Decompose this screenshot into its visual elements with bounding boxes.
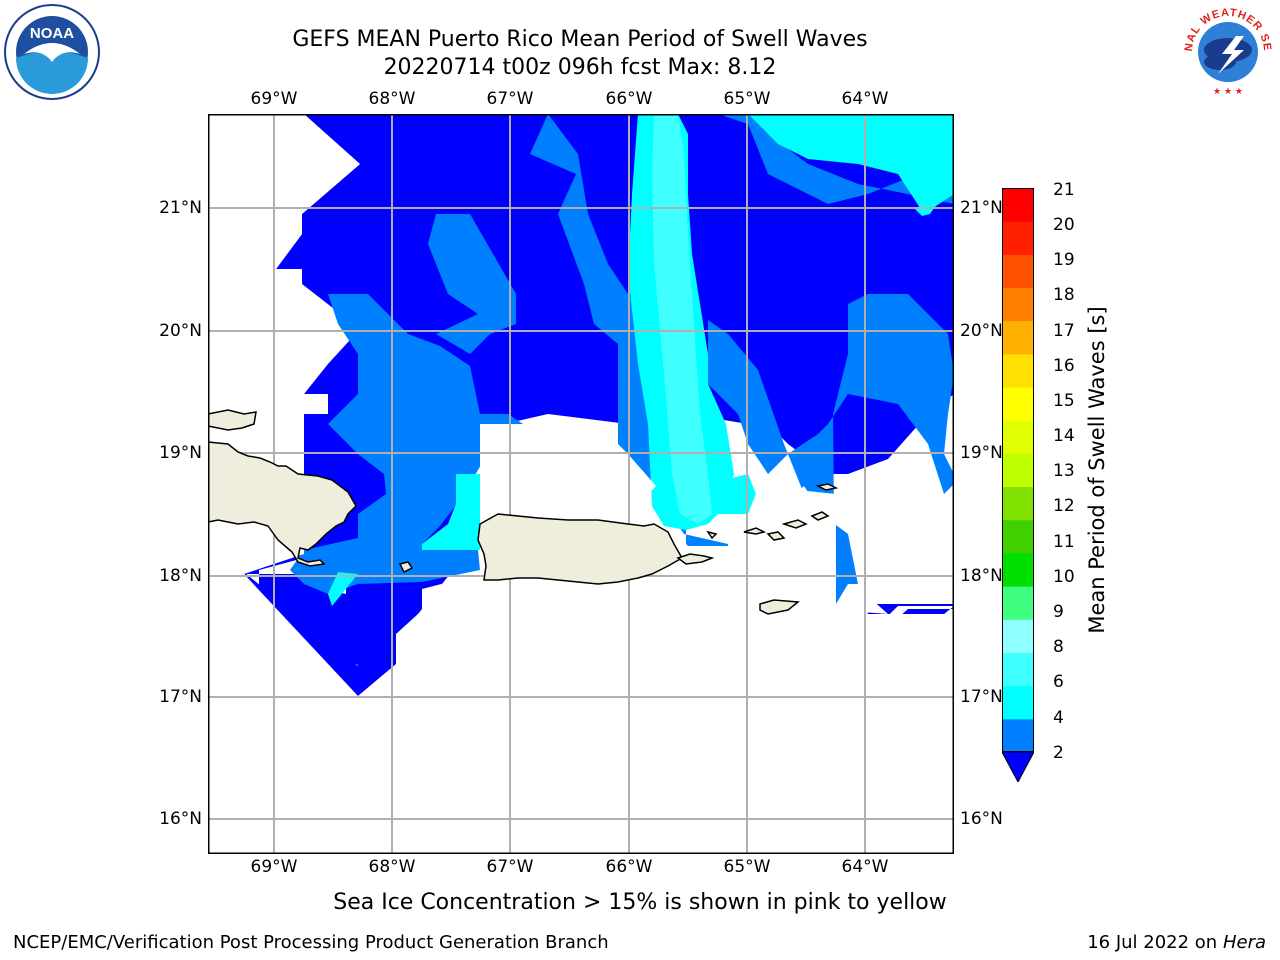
- colorbar-tick: 14: [1053, 426, 1075, 446]
- swell-contour-8s: [652, 114, 712, 524]
- st-thomas-island: [743, 527, 767, 535]
- lon-label-bottom: 64°W: [841, 857, 889, 877]
- lat-label-left: 18°N: [159, 566, 202, 586]
- land-masses: [208, 409, 839, 615]
- virgin-gorda-island: [810, 511, 830, 521]
- anegada-island: [815, 483, 839, 491]
- colorbar-tick: 21: [1053, 180, 1075, 200]
- map-plot-area: [208, 114, 954, 854]
- colorbar-tick: 10: [1053, 567, 1075, 587]
- colorbar-tick: 15: [1053, 391, 1075, 411]
- colorbar-segment: [1002, 519, 1034, 554]
- lon-label-top: 69°W: [250, 89, 298, 109]
- nws-logo-icon: NATIONAL WEATHER SERVICE ★ ★ ★: [1178, 0, 1275, 97]
- noaa-logo-icon: NOAA: [4, 4, 100, 100]
- colorbar-segment: [1002, 420, 1034, 454]
- lon-label-bottom: 65°W: [723, 857, 771, 877]
- run-date: 16 Jul 2022 on Hera: [1087, 932, 1266, 953]
- lat-label-left: 21°N: [159, 198, 202, 218]
- lat-label-right: 20°N: [960, 321, 1003, 341]
- colorbar-tick: 13: [1053, 461, 1075, 481]
- colorbar-segment: [1002, 685, 1034, 720]
- lon-label-top: 64°W: [841, 89, 889, 109]
- st-john-island: [766, 531, 786, 541]
- colorbar-tick: 20: [1053, 215, 1075, 235]
- mona-island: [398, 561, 414, 574]
- colorbar-segment: [1002, 486, 1034, 521]
- colorbar-tick: 17: [1053, 321, 1075, 341]
- tortola-island: [781, 519, 808, 529]
- colorbar-tick: 16: [1053, 356, 1075, 376]
- lat-label-right: 21°N: [960, 198, 1003, 218]
- lon-label-bottom: 66°W: [605, 857, 653, 877]
- lon-label-top: 65°W: [723, 89, 771, 109]
- colorbar-tick: 18: [1053, 285, 1075, 305]
- lat-label-left: 16°N: [159, 809, 202, 829]
- tortuga-island: [208, 409, 257, 431]
- lon-label-bottom: 69°W: [250, 857, 298, 877]
- sea-ice-note: Sea Ice Concentration > 15% is shown in …: [333, 890, 947, 915]
- run-date-text: 16 Jul 2022 on: [1087, 932, 1218, 953]
- svg-text:★ ★ ★: ★ ★ ★: [1213, 87, 1243, 97]
- colorbar-segment: [1002, 387, 1034, 421]
- svg-text:NOAA: NOAA: [30, 25, 74, 42]
- culebra-island: [706, 530, 718, 540]
- lat-label-right: 18°N: [960, 566, 1003, 586]
- lon-label-top: 66°W: [605, 89, 653, 109]
- lat-label-right: 19°N: [960, 443, 1003, 463]
- colorbar-segment: [1002, 254, 1034, 289]
- vieques-island: [676, 553, 715, 565]
- colorbar-segment: [1002, 320, 1034, 355]
- colorbar-tick: 6: [1053, 672, 1064, 692]
- lon-label-bottom: 67°W: [486, 857, 534, 877]
- hispaniola-landmass: [208, 441, 357, 567]
- colorbar-segment: [1002, 619, 1034, 653]
- colorbar-segment: [1002, 552, 1034, 587]
- lon-label-bottom: 68°W: [368, 857, 416, 877]
- lat-label-left: 20°N: [159, 321, 202, 341]
- colorbar-segment: [1002, 287, 1034, 322]
- colorbar-segment: [1002, 718, 1034, 753]
- colorbar-segment: [1002, 188, 1034, 222]
- colorbar-tick: 11: [1053, 532, 1075, 552]
- puerto-rico-landmass: [477, 513, 684, 585]
- colorbar-segment: [1002, 586, 1034, 620]
- lat-label-right: 17°N: [960, 687, 1003, 707]
- colorbar-segment: [1002, 221, 1034, 255]
- colorbar-tick: 12: [1053, 496, 1075, 516]
- colorbar-tick: 8: [1053, 637, 1064, 657]
- colorbar-segment: [1002, 652, 1034, 687]
- lat-label-left: 19°N: [159, 443, 202, 463]
- colorbar-label: Mean Period of Swell Waves [s]: [1085, 306, 1109, 634]
- map-title: GEFS MEAN Puerto Rico Mean Period of Swe…: [292, 27, 868, 52]
- colorbar-tick: 4: [1053, 708, 1064, 728]
- colorbar-tick: 9: [1053, 602, 1064, 622]
- colorbar-segment: [1002, 353, 1034, 388]
- colorbar-segment: [1002, 453, 1034, 488]
- map-subtitle: 20220714 t00z 096h fcst Max: 8.12: [383, 55, 777, 80]
- lon-label-top: 67°W: [486, 89, 534, 109]
- producer-credit: NCEP/EMC/Verification Post Processing Pr…: [13, 932, 609, 953]
- colorbar-tick: 19: [1053, 250, 1075, 270]
- colorbar: [1002, 188, 1034, 782]
- lat-label-left: 17°N: [159, 687, 202, 707]
- colorbar-tick: 2: [1053, 743, 1064, 763]
- lat-label-right: 16°N: [960, 809, 1003, 829]
- lon-label-top: 68°W: [368, 89, 416, 109]
- st-croix-island: [759, 599, 800, 615]
- run-host: Hera: [1222, 932, 1266, 953]
